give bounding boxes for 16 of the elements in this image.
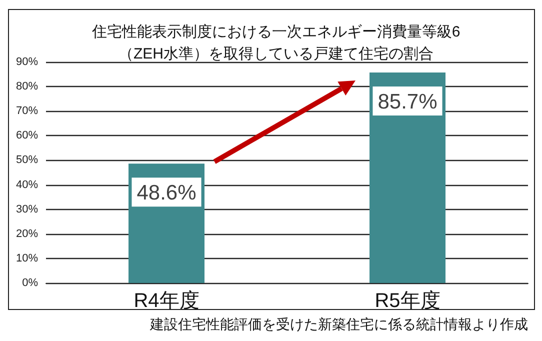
- y-tick-label: 40%: [16, 178, 38, 191]
- x-tick-label: R4年度: [134, 290, 200, 312]
- y-tick-label: 20%: [16, 228, 38, 240]
- chart-title: 住宅性能表示制度における一次エネルギー消費量等級6 （ZEH水準）を取得している戸建て住宅の割合: [90, 24, 460, 62]
- y-tick-label: 0%: [22, 277, 38, 289]
- text: 建設住宅性能評価を受けた新築住宅に係る統計情報より作成: [150, 316, 528, 334]
- data-label: 85.7%: [378, 90, 438, 114]
- y-tick-label: 50%: [16, 154, 38, 166]
- y-tick-label: 70%: [16, 105, 38, 118]
- y-tick-label: 60%: [16, 130, 38, 142]
- y-tick-label: 80%: [16, 80, 38, 93]
- y-tick-label: 90%: [16, 56, 38, 68]
- data-label: 48.6%: [136, 182, 196, 205]
- y-tick-label: 10%: [16, 252, 38, 264]
- x-tick-label: R5年度: [374, 290, 440, 312]
- y-tick-label: 30%: [16, 203, 38, 216]
